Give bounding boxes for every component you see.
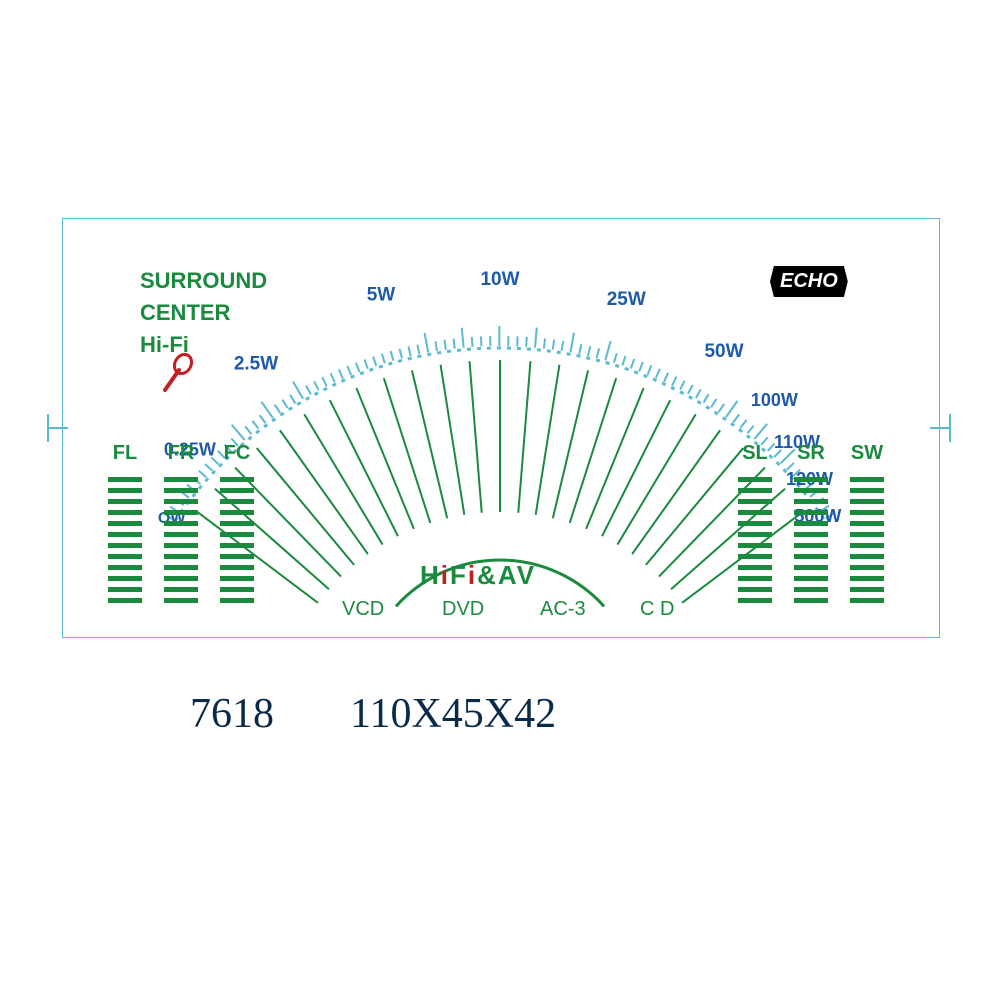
level-segment [794, 477, 828, 482]
level-segment [850, 488, 884, 493]
level-segment [794, 565, 828, 570]
channel-label: SW [851, 442, 883, 465]
channel-label: FL [113, 442, 137, 465]
channel-label: FR [168, 442, 195, 465]
channel-label: SL [742, 442, 768, 465]
channel-label: SR [797, 442, 825, 465]
level-segment [794, 499, 828, 504]
level-segment [164, 499, 198, 504]
level-segment [164, 510, 198, 515]
source-label: AC-3 [540, 598, 586, 621]
level-segment [108, 543, 142, 548]
hifi-av-logo: HiFi&AV [420, 560, 536, 591]
level-segment [850, 554, 884, 559]
level-segment [738, 598, 772, 603]
level-segment [794, 488, 828, 493]
level-segment [108, 598, 142, 603]
front-channel-bars: FL FR FC [108, 442, 254, 603]
scale-label: 10W [480, 269, 519, 290]
level-segment [738, 499, 772, 504]
part-number-label: 110X45X42 [350, 690, 556, 738]
level-segment [220, 510, 254, 515]
source-label: DVD [442, 598, 484, 621]
scale-label: 100W [751, 390, 798, 410]
level-segment [850, 587, 884, 592]
level-segment [850, 598, 884, 603]
level-segment [738, 521, 772, 526]
level-segment [738, 587, 772, 592]
level-segment [850, 565, 884, 570]
level-segment [108, 488, 142, 493]
level-segment [108, 521, 142, 526]
level-segment [738, 554, 772, 559]
level-segment [220, 499, 254, 504]
level-segment [108, 510, 142, 515]
level-segment [220, 532, 254, 537]
level-segment [164, 565, 198, 570]
level-column: SW [850, 442, 884, 603]
level-segment [220, 587, 254, 592]
level-segment [794, 521, 828, 526]
level-segment [794, 587, 828, 592]
level-column: SR [794, 442, 828, 603]
level-segment [164, 488, 198, 493]
source-label: VCD [342, 598, 384, 621]
level-segment [108, 554, 142, 559]
scale-label: 25W [607, 289, 646, 310]
level-segment [164, 598, 198, 603]
level-segment [108, 499, 142, 504]
part-number-label: 7618 [190, 690, 274, 738]
level-segment [220, 565, 254, 570]
level-segment [108, 565, 142, 570]
level-segment [794, 543, 828, 548]
level-segment [794, 510, 828, 515]
level-segment [164, 532, 198, 537]
level-segment [220, 576, 254, 581]
level-segment [850, 543, 884, 548]
level-segment [220, 488, 254, 493]
level-segment [794, 532, 828, 537]
level-segment [738, 488, 772, 493]
surround-channel-bars: SL SR SW [738, 442, 884, 603]
scale-label: 5W [367, 285, 396, 306]
scale-label: 50W [704, 341, 743, 362]
level-segment [850, 576, 884, 581]
level-segment [738, 510, 772, 515]
level-segment [738, 576, 772, 581]
level-segment [164, 554, 198, 559]
level-segment [794, 554, 828, 559]
level-segment [220, 554, 254, 559]
level-segment [850, 510, 884, 515]
level-segment [164, 587, 198, 592]
level-column: FL [108, 442, 142, 603]
source-label: C D [640, 598, 674, 621]
level-segment [220, 521, 254, 526]
level-segment [738, 565, 772, 570]
channel-label: FC [224, 442, 251, 465]
level-segment [850, 477, 884, 482]
level-segment [738, 477, 772, 482]
level-segment [794, 576, 828, 581]
level-segment [220, 543, 254, 548]
level-segment [794, 598, 828, 603]
level-segment [220, 477, 254, 482]
scale-label: 2.5W [234, 353, 278, 374]
level-segment [164, 521, 198, 526]
level-segment [164, 543, 198, 548]
level-segment [738, 532, 772, 537]
level-column: FR [164, 442, 198, 603]
level-column: FC [220, 442, 254, 603]
level-segment [108, 477, 142, 482]
level-column: SL [738, 442, 772, 603]
level-segment [220, 598, 254, 603]
level-segment [108, 532, 142, 537]
level-segment [850, 521, 884, 526]
level-segment [108, 587, 142, 592]
level-segment [850, 532, 884, 537]
level-segment [850, 499, 884, 504]
level-segment [738, 543, 772, 548]
level-segment [108, 576, 142, 581]
level-segment [164, 576, 198, 581]
level-segment [164, 477, 198, 482]
